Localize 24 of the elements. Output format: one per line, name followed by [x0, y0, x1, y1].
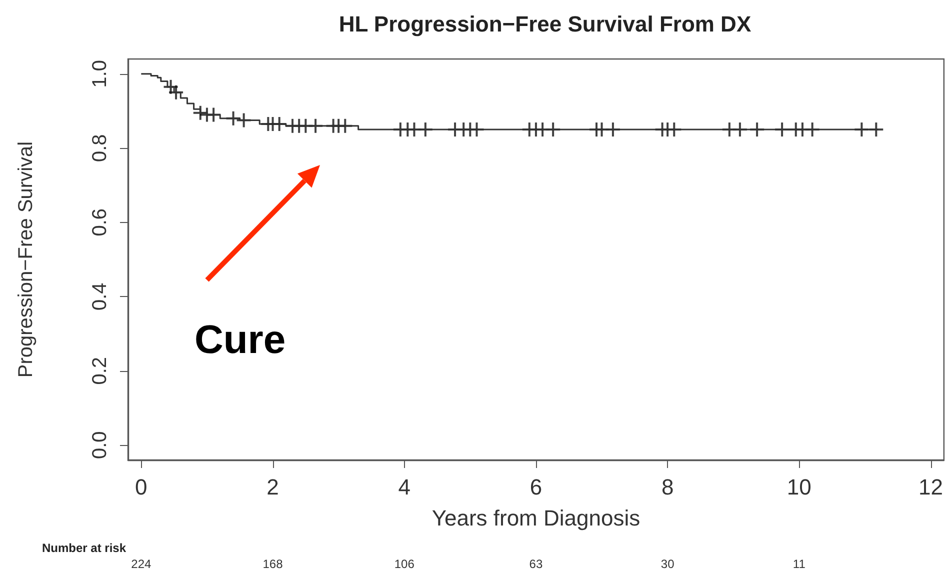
annotation: Cure [194, 318, 286, 362]
y-tick-label: 0.6 [89, 208, 111, 236]
text: 30 [660, 557, 675, 571]
text: 106 [394, 557, 415, 571]
text: Number at risk [42, 541, 126, 555]
y-tick-label: 0.4 [89, 282, 111, 311]
x-tick-label: 6 [530, 474, 542, 500]
x-tick-label: 10 [786, 474, 812, 500]
text: 11 [792, 557, 806, 571]
text: 63 [529, 557, 543, 571]
y-tick-label: 0.8 [89, 134, 111, 162]
x-tick-label: 8 [661, 474, 674, 500]
x-tick-label: 12 [918, 474, 944, 500]
y-axis-title: Progression−Free Survival [15, 141, 37, 378]
text: 168 [262, 557, 284, 571]
x-tick-label: 0 [135, 474, 148, 500]
y-tick-label: 0.2 [89, 356, 111, 385]
text: 224 [131, 557, 152, 571]
y-tick-label: 0.0 [89, 431, 111, 460]
x-tick-label: 2 [266, 474, 279, 500]
y-tick-label: 1.0 [89, 60, 111, 88]
x-tick-label: 4 [398, 474, 410, 500]
x-axis-title: Years from Diagnosis [432, 506, 640, 530]
chart-title: HL Progression−Free Survival From DX [338, 12, 752, 36]
